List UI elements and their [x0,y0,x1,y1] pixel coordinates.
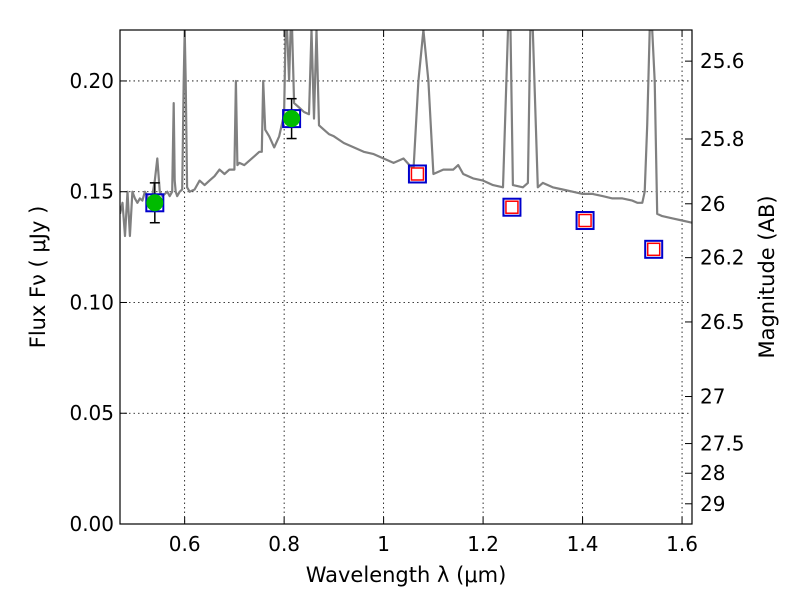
y-tick-label: 0.15 [69,180,114,204]
y2-tick-label: 25.6 [700,49,745,73]
y2-axis-title: Magnitude (AB) [755,195,779,358]
y2-tick-label: 26 [700,192,725,216]
upper-limit-square [578,213,592,228]
spectrum-line [120,30,692,238]
x-tick-label: 0.6 [169,532,201,556]
y2-tick-label: 26.5 [700,310,745,334]
x-axis-title: Wavelength λ (μm) [306,563,507,587]
y2-tick-label: 27.5 [700,432,745,456]
y2-tick-label: 29 [700,492,725,516]
upper-limit-square [410,167,425,181]
x-tick-label: 1 [377,532,390,556]
y2-tick-label: 28 [700,461,725,485]
y-axis-title: Flux Fν ( μJy ) [26,206,50,349]
y2-tick-label: 26.2 [700,246,745,270]
plot-area [120,30,692,238]
x-tick-label: 1.2 [467,532,499,556]
y2-tick-label: 25.8 [700,127,745,151]
x-tick-label: 1.6 [666,532,698,556]
photometry-point [146,194,164,212]
photometry-point [283,110,301,128]
plot-frame [119,29,693,525]
y-tick-label: 0.20 [69,69,114,93]
y2-tick-label: 27 [700,385,725,409]
upper-limit-square [646,242,661,257]
y-tick-label: 0.05 [69,401,114,425]
model-square [644,239,664,259]
markers [145,97,664,259]
upper-limit-square [505,200,519,214]
y-tick-label: 0.00 [69,512,114,536]
x-tick-label: 1.4 [567,532,599,556]
model-square [575,211,595,231]
y-tick-label: 0.10 [69,290,114,314]
model-square [502,197,522,217]
axes: 0.6 0.8 1 1.2 1.4 1.6 0.00 0.05 0.10 0.15 0.20 25.6… [69,30,745,556]
model-square [407,164,427,184]
x-tick-label: 0.8 [268,532,300,556]
